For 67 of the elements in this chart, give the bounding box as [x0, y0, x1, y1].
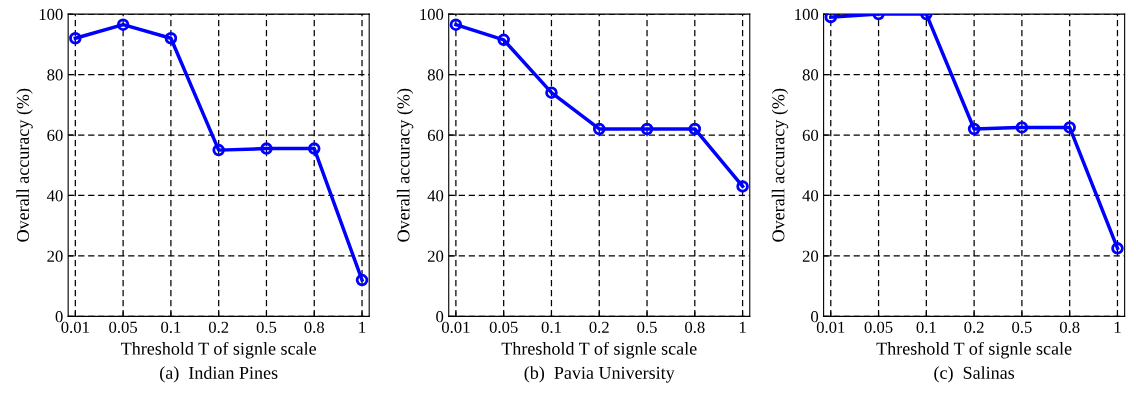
- point: [355, 273, 369, 287]
- point: [497, 33, 510, 47]
- text: (b) Pavia University: [524, 366, 675, 383]
- x-tick-label: 0.01: [441, 321, 470, 334]
- x-tick-label: 0.5: [1012, 321, 1032, 334]
- x-tick-label: 0.01: [816, 321, 845, 334]
- x-tick-label: 0.05: [864, 321, 893, 334]
- x-tick-label: 0.2: [208, 321, 229, 334]
- y-tick-label: 80: [427, 69, 444, 81]
- y-tick-label: 40: [802, 190, 819, 202]
- x-tick-label: 0.2: [589, 321, 609, 334]
- x-tick-label: 0.5: [256, 321, 277, 334]
- point: [164, 32, 178, 45]
- x-tick-label: 0.05: [109, 321, 138, 334]
- y-tick-label: 100: [420, 8, 444, 21]
- y-tick-label: 0: [55, 311, 63, 323]
- x-tick-label: 0.01: [61, 321, 89, 334]
- y-tick-label: 20: [427, 250, 444, 262]
- point: [736, 180, 749, 193]
- x-tick-label: 0.8: [685, 321, 705, 334]
- y-axis-title: Overall accuracy (%): [771, 88, 789, 242]
- point: [592, 122, 606, 136]
- x-tick-label: 0.8: [1059, 321, 1080, 334]
- point: [967, 122, 981, 136]
- y-tick-label: 100: [39, 8, 63, 21]
- text: (a) Indian Pines: [160, 366, 278, 383]
- y-tick-label: 80: [802, 69, 819, 81]
- y-tick-label: 20: [802, 250, 819, 262]
- x-tick-label: 0.1: [541, 321, 561, 334]
- x-tick-label: 0.2: [964, 321, 984, 334]
- point: [116, 18, 130, 31]
- point: [260, 142, 273, 155]
- y-tick-label: 0: [436, 311, 444, 323]
- y-tick-label: 40: [427, 190, 444, 202]
- text: (c) Salinas: [934, 366, 1015, 383]
- x-tick-label: 0.1: [161, 321, 181, 334]
- point: [69, 32, 82, 45]
- x-axis-title: Threshold T of signle scale: [121, 341, 317, 359]
- y-tick-label: 40: [46, 190, 63, 202]
- point: [212, 143, 225, 157]
- point: [824, 14, 838, 24]
- y-axis-title: Overall accuracy (%): [16, 88, 33, 242]
- point: [1015, 121, 1029, 134]
- x-tick-label: 0.5: [637, 321, 657, 334]
- y-tick-label: 20: [47, 250, 63, 262]
- x-tick-label: 0.8: [304, 321, 325, 334]
- x-tick-label: 0.1: [916, 321, 936, 334]
- point: [1063, 121, 1076, 134]
- y-tick-label: 80: [47, 69, 63, 81]
- y-tick-label: 60: [802, 129, 819, 141]
- point: [688, 122, 702, 136]
- y-tick-label: 0: [811, 311, 819, 323]
- y-tick-label: 60: [427, 129, 444, 141]
- point: [449, 18, 463, 31]
- point: [545, 86, 558, 99]
- x-axis-title: Threshold T of signle scale: [501, 341, 697, 359]
- x-tick-label: 1: [1114, 321, 1121, 333]
- x-tick-label: 1: [359, 321, 366, 333]
- point: [1111, 242, 1124, 255]
- point: [308, 142, 321, 155]
- point: [640, 122, 654, 136]
- y-axis-title: Overall accuracy (%): [396, 88, 414, 242]
- y-tick-label: 100: [795, 8, 819, 21]
- x-axis-title: Threshold T of signle scale: [876, 341, 1072, 359]
- y-tick-label: 60: [47, 129, 63, 141]
- x-tick-label: 1: [739, 321, 746, 333]
- x-tick-label: 0.05: [489, 321, 518, 334]
